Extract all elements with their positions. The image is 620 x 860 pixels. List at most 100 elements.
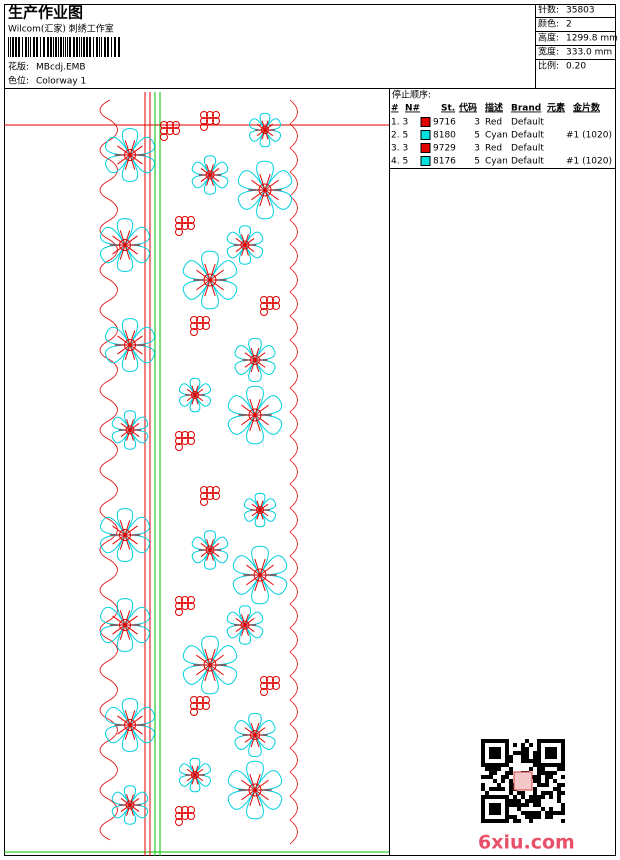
qr-cell: [553, 763, 557, 767]
qr-cell: [485, 767, 489, 771]
qr-cell: [493, 751, 497, 755]
grape: [181, 437, 189, 445]
qr-cell: [481, 763, 485, 767]
grape: [196, 316, 204, 324]
bar: [55, 37, 57, 57]
watermark: 6xiu.com: [478, 832, 575, 854]
qr-cell: [549, 775, 553, 779]
stop: 3. 3: [391, 144, 408, 154]
grape: [200, 111, 208, 119]
qr-cell: [489, 771, 493, 775]
qr-cell: [545, 783, 549, 787]
qr-cell: [489, 767, 493, 771]
qr-cell: [489, 755, 493, 759]
grape: [212, 117, 220, 125]
grape: [190, 316, 198, 324]
qr-cell: [513, 819, 517, 823]
center-dot: [261, 126, 269, 134]
qr-cell: [505, 739, 509, 743]
qr-cell: [497, 751, 501, 755]
desc: Cyan: [485, 157, 508, 167]
center-dot: [256, 506, 264, 514]
brand: Default: [511, 131, 544, 141]
grape: [175, 596, 183, 604]
qr-cell: [485, 795, 489, 799]
qr-cell: [497, 811, 501, 815]
qr-cell: [509, 783, 513, 787]
bar: [63, 37, 64, 57]
grape: [166, 127, 174, 135]
qr-cell: [501, 775, 505, 779]
grape: [202, 702, 210, 710]
qr-cell: [517, 799, 521, 803]
info-value: 0.20: [566, 62, 586, 72]
qr-cell: [553, 751, 557, 755]
code: 5: [474, 157, 480, 167]
grape: [190, 328, 198, 336]
qr-cell: [489, 775, 493, 779]
center: [238, 773, 272, 807]
info-label: 宽度:: [538, 46, 559, 58]
qr-cell: [493, 779, 497, 783]
qr-cell: [509, 771, 513, 775]
petals: [111, 410, 149, 450]
qr-cell: [497, 787, 501, 791]
grape: [175, 216, 183, 224]
qr-cell: [505, 775, 509, 779]
qr-cell: [505, 759, 509, 763]
grape: [212, 486, 220, 494]
center-dot: [205, 170, 215, 180]
table-header: 元素: [547, 102, 565, 114]
qr-cell: [537, 763, 541, 767]
center: [185, 385, 205, 405]
qr-cell: [533, 763, 537, 767]
grape: [187, 806, 195, 814]
info-value: 35803: [566, 6, 595, 16]
petals: [237, 160, 293, 220]
qr-cell: [541, 739, 545, 743]
color-swatch: [420, 130, 431, 140]
qr-cell: [509, 791, 513, 795]
qr-cell: [537, 751, 541, 755]
grape: [266, 296, 274, 304]
code: 3: [474, 144, 480, 154]
bar: [89, 37, 91, 57]
qr-cell: [481, 787, 485, 791]
qr-cell: [497, 807, 501, 811]
st: 8180: [433, 131, 456, 141]
center-dot: [248, 783, 262, 797]
grape: [160, 133, 168, 141]
grape: [166, 121, 174, 129]
grape: [175, 608, 183, 616]
qr-cell: [533, 799, 537, 803]
qr-cell: [489, 747, 493, 751]
qr-cell: [525, 751, 529, 755]
qr-cell: [553, 771, 557, 775]
grape: [272, 676, 280, 684]
qr-cell: [521, 811, 525, 815]
qr-cell: [549, 795, 553, 799]
qr-cell: [501, 787, 505, 791]
info-label: 高度:: [538, 32, 559, 44]
qr-cell: [545, 751, 549, 755]
qr-cell: [525, 759, 529, 763]
qr-cell: [561, 739, 565, 743]
center: [198, 164, 222, 186]
center-dot: [205, 545, 215, 555]
table-header: 金片数: [572, 102, 601, 114]
stop: 4. 5: [391, 157, 408, 167]
qr-cell: [549, 747, 553, 751]
info-value: 1299.8 mm: [566, 34, 618, 44]
st: 9716: [433, 118, 456, 128]
qr-cell: [533, 775, 537, 779]
petals: [182, 635, 238, 695]
grape: [172, 127, 180, 135]
grape: [187, 596, 195, 604]
grape: [190, 696, 198, 704]
qr-cell: [537, 783, 541, 787]
grape: [260, 682, 268, 690]
qr-cell: [529, 795, 533, 799]
bar: [33, 37, 35, 57]
center: [198, 539, 222, 561]
qr-cell: [481, 799, 485, 803]
